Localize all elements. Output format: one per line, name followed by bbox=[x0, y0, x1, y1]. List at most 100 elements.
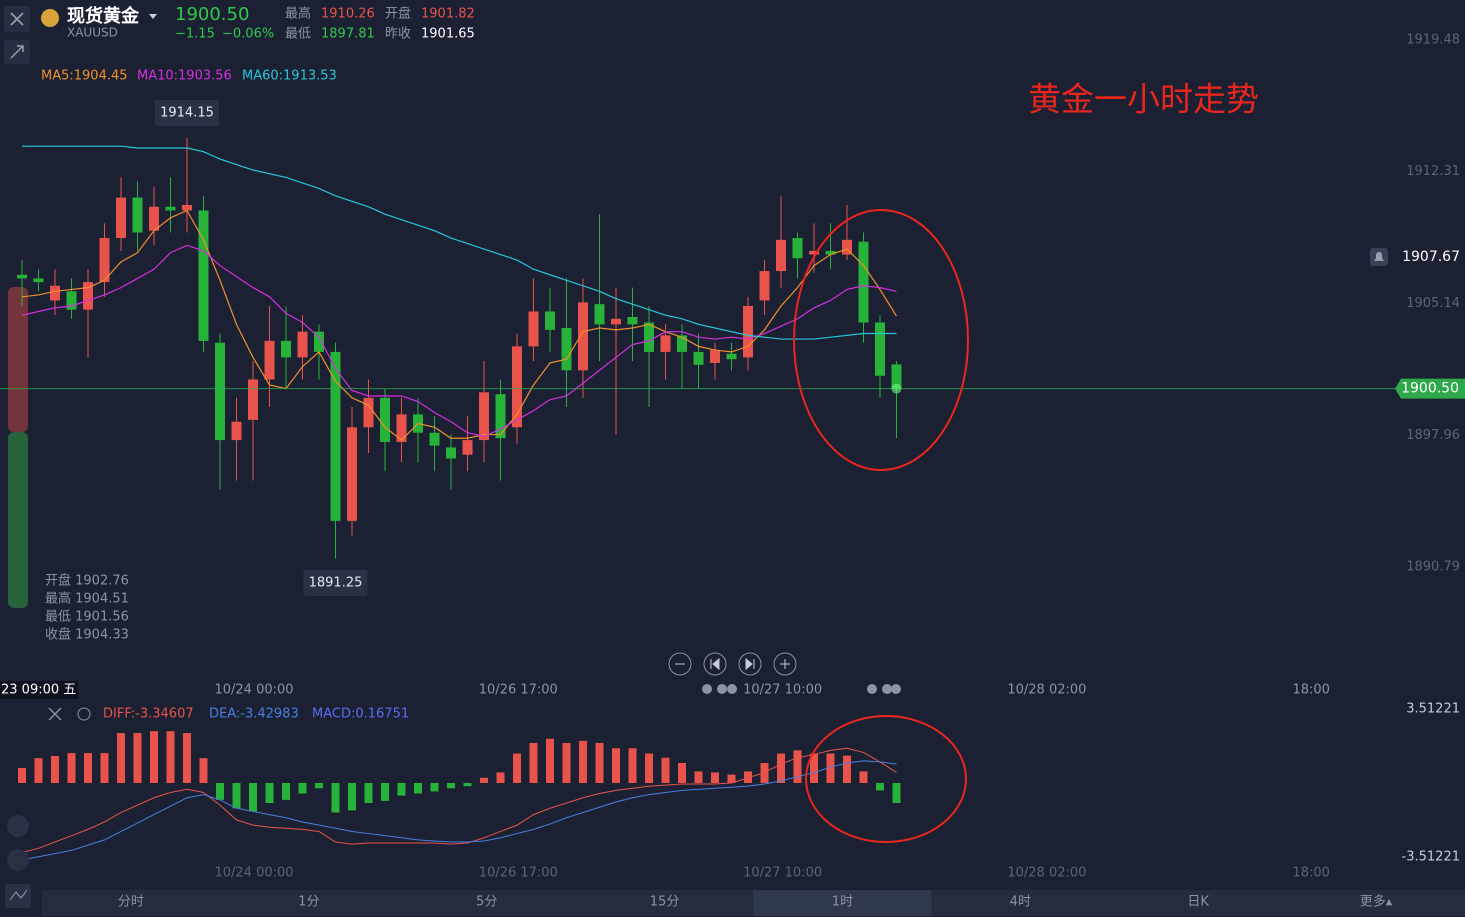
macd-bar bbox=[777, 753, 785, 783]
macd-close[interactable] bbox=[48, 707, 62, 721]
macd-bar bbox=[694, 771, 703, 783]
tab[interactable]: 15分 bbox=[650, 895, 680, 910]
highlight-circle bbox=[793, 209, 969, 471]
candle-body bbox=[231, 421, 242, 441]
macd-bar bbox=[645, 753, 653, 783]
x-tick-label: 18:00 bbox=[1292, 683, 1329, 698]
event-dot[interactable] bbox=[891, 684, 901, 694]
y-tick-label: 1905.14 bbox=[1406, 296, 1460, 311]
tab[interactable]: 4时 bbox=[1010, 895, 1031, 910]
candle-body bbox=[33, 278, 44, 283]
tab[interactable]: 1分 bbox=[298, 895, 319, 910]
candle-body bbox=[875, 322, 885, 376]
stat-value: 1897.81 bbox=[321, 27, 375, 42]
tab[interactable]: 分时 bbox=[118, 895, 144, 910]
macd-bar bbox=[579, 740, 587, 783]
y-tick-label: 3.51221 bbox=[1406, 702, 1460, 717]
candle-body bbox=[347, 427, 357, 521]
macd-bar bbox=[18, 768, 26, 783]
go-start[interactable] bbox=[703, 652, 727, 676]
event-dot[interactable] bbox=[727, 684, 737, 694]
candle-body bbox=[479, 392, 489, 441]
stat-value: 1910.26 bbox=[321, 7, 375, 22]
price-change-pct: −0.06% bbox=[222, 27, 274, 42]
macd-bar bbox=[84, 753, 92, 783]
candle-body bbox=[627, 317, 638, 325]
candle-body bbox=[314, 331, 324, 352]
x-tick-label: 10/24 00:00 bbox=[214, 866, 293, 881]
macd-bar bbox=[100, 753, 109, 783]
low-callout: 1891.25 bbox=[309, 576, 363, 591]
candle-body bbox=[330, 351, 341, 521]
dropdown-arrow[interactable] bbox=[149, 14, 157, 19]
y-tick-label: -3.51221 bbox=[1402, 850, 1460, 865]
go-end[interactable] bbox=[738, 652, 762, 676]
close-icon bbox=[10, 12, 24, 26]
event-dot[interactable] bbox=[717, 684, 727, 694]
macd-bar bbox=[727, 774, 736, 783]
candle-body bbox=[83, 282, 93, 310]
icon bbox=[9, 889, 28, 901]
hover-row: 开盘 1902.76 bbox=[45, 573, 129, 589]
candle-body bbox=[842, 239, 852, 255]
candle-body bbox=[710, 350, 720, 363]
tab[interactable]: 1时 bbox=[832, 895, 853, 910]
x-tick-label: 18:00 bbox=[1292, 866, 1329, 881]
macd-bar bbox=[381, 783, 389, 801]
y-tick-label: 1890.79 bbox=[1406, 560, 1460, 575]
candle-body bbox=[99, 238, 110, 283]
event-dot[interactable] bbox=[882, 684, 892, 694]
macd-settings[interactable] bbox=[77, 707, 91, 721]
candle-body bbox=[776, 239, 786, 272]
candle-body bbox=[561, 328, 572, 371]
ma-line bbox=[21, 209, 898, 441]
tab[interactable]: 更多▴ bbox=[1360, 894, 1393, 910]
nav-buttons bbox=[668, 652, 901, 694]
gauge-down bbox=[8, 432, 28, 608]
macd-bar bbox=[876, 783, 884, 791]
macd-bar bbox=[133, 733, 142, 783]
macd-bar bbox=[661, 757, 670, 783]
macd-bar bbox=[892, 783, 901, 804]
tab[interactable]: 5分 bbox=[476, 895, 497, 910]
tool-button[interactable] bbox=[7, 849, 29, 871]
macd-bar bbox=[67, 753, 76, 783]
macd-line bbox=[21, 747, 897, 854]
macd-bar bbox=[810, 753, 818, 783]
last-price-glow bbox=[891, 383, 902, 394]
legend-entry: DIFF:-3.34607 bbox=[103, 707, 194, 722]
symbol-code: XAUUSD bbox=[67, 26, 118, 40]
tool-button[interactable] bbox=[5, 884, 31, 908]
tool-button[interactable] bbox=[7, 815, 29, 837]
zoom-out[interactable] bbox=[668, 652, 692, 676]
x-tick-label: 10/27 10:00 bbox=[743, 866, 822, 881]
event-dot[interactable] bbox=[702, 684, 712, 694]
crosshair-time-box bbox=[0, 681, 78, 699]
macd-bar bbox=[34, 758, 43, 783]
macd-bar bbox=[397, 783, 406, 796]
ma-line bbox=[22, 145, 897, 340]
macd-bar bbox=[859, 771, 868, 783]
macd-bar bbox=[447, 783, 455, 789]
event-dot[interactable] bbox=[867, 684, 877, 694]
candle-body bbox=[759, 271, 770, 301]
tab[interactable]: 日K bbox=[1187, 895, 1209, 910]
zoom-in[interactable] bbox=[773, 652, 797, 676]
y-tick-label: 1912.31 bbox=[1406, 164, 1460, 179]
macd-bar bbox=[216, 783, 224, 800]
price-change: −1.15 bbox=[175, 27, 215, 42]
stat-label: 最低 bbox=[285, 27, 311, 42]
candle-body bbox=[297, 331, 308, 358]
low-callout-box bbox=[303, 570, 368, 596]
high-callout: 1914.15 bbox=[160, 106, 214, 121]
macd-bar bbox=[282, 783, 290, 800]
legend-entry: MA60:1913.53 bbox=[242, 69, 337, 84]
macd-bar bbox=[678, 762, 686, 783]
macd-bar bbox=[265, 783, 274, 804]
symbol-name[interactable]: 现货黄金 bbox=[67, 5, 140, 27]
x-tick-label: 10/27 10:00 bbox=[743, 683, 822, 698]
stats: 最高 1910.26 开盘 1901.82 最低 1897.81 昨收 1901.65 bbox=[285, 6, 475, 42]
macd-bar bbox=[513, 753, 521, 783]
